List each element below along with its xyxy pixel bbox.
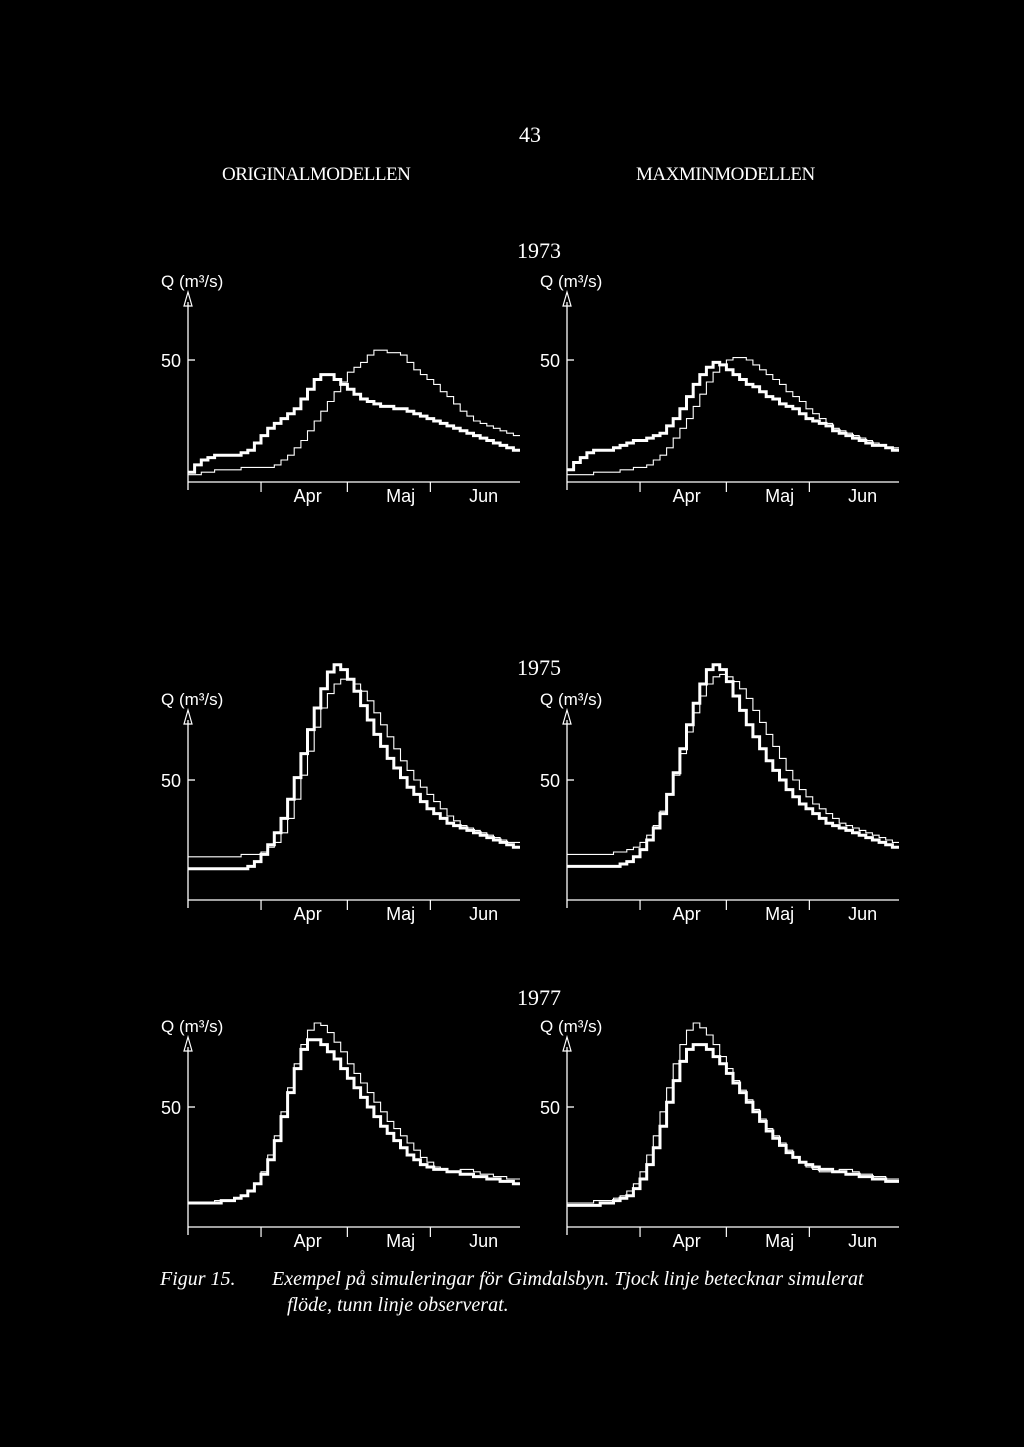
- x-tick-label-maj-p4: Maj: [386, 1231, 415, 1251]
- x-tick-label-maj-p3: Maj: [765, 904, 794, 924]
- x-tick-label-apr-p1: Apr: [673, 486, 701, 506]
- y-axis-label-p0: Q (m³/s): [161, 272, 223, 291]
- y-axis-label-p2: Q (m³/s): [161, 690, 223, 709]
- year-label-1975: 1975: [517, 655, 561, 680]
- page-number: 43: [519, 122, 541, 147]
- x-tick-label-apr-p0: Apr: [294, 486, 322, 506]
- series-thick-p2: [188, 663, 520, 871]
- y-axis-arrow-p0: [183, 289, 193, 307]
- series-thick-p3: [567, 663, 899, 868]
- x-tick-label-apr-p3: Apr: [673, 904, 701, 924]
- x-tick-label-apr-p4: Apr: [294, 1231, 322, 1251]
- y-tick-label-50-p1: 50: [540, 351, 560, 371]
- series-thin-p5: [567, 1022, 899, 1204]
- series-thin-p0: [188, 349, 520, 476]
- y-axis-arrow-p1: [562, 289, 572, 307]
- caption-line-1: Exempel på simuleringar för Gimdalsbyn. …: [272, 1268, 864, 1290]
- caption-line-2: flöde, tunn linje observerat.: [287, 1294, 509, 1316]
- year-label-1973: 1973: [517, 238, 561, 263]
- series-thick-p4: [188, 1038, 520, 1205]
- x-tick-label-maj-p2: Maj: [386, 904, 415, 924]
- x-tick-label-apr-p5: Apr: [673, 1231, 701, 1251]
- x-tick-label-maj-p0: Maj: [386, 486, 415, 506]
- series-thin-p4: [188, 1022, 520, 1204]
- y-tick-label-50-p0: 50: [161, 351, 181, 371]
- x-tick-label-jun-p4: Jun: [469, 1231, 498, 1251]
- x-tick-label-apr-p2: Apr: [294, 904, 322, 924]
- y-axis-label-p1: Q (m³/s): [540, 272, 602, 291]
- series-thin-p1: [567, 357, 899, 476]
- x-tick-label-jun-p5: Jun: [848, 1231, 877, 1251]
- y-tick-label-50-p5: 50: [540, 1098, 560, 1118]
- series-thick-p0: [188, 373, 520, 474]
- x-tick-label-jun-p0: Jun: [469, 486, 498, 506]
- y-tick-label-50-p2: 50: [161, 771, 181, 791]
- figure-caption: Figur 15. Exempel på simuleringar för Gim…: [160, 1266, 864, 1318]
- y-axis-arrow-p5: [562, 1034, 572, 1052]
- x-tick-label-jun-p2: Jun: [469, 904, 498, 924]
- y-axis-label-p3: Q (m³/s): [540, 690, 602, 709]
- y-axis-arrow-p4: [183, 1034, 193, 1052]
- column-heading-left: ORIGINALMODELLEN: [222, 164, 411, 185]
- y-axis-arrow-p3: [562, 707, 572, 725]
- year-label-1977: 1977: [517, 985, 561, 1010]
- y-tick-label-50-p3: 50: [540, 771, 560, 791]
- y-axis-label-p4: Q (m³/s): [161, 1017, 223, 1036]
- x-tick-label-jun-p3: Jun: [848, 904, 877, 924]
- x-tick-label-maj-p5: Maj: [765, 1231, 794, 1251]
- y-axis-arrow-p2: [183, 707, 193, 725]
- y-tick-label-50-p4: 50: [161, 1098, 181, 1118]
- caption-label: Figur 15.: [160, 1268, 236, 1290]
- series-thick-p1: [567, 360, 899, 472]
- y-axis-label-p5: Q (m³/s): [540, 1017, 602, 1036]
- series-thick-p5: [567, 1043, 899, 1207]
- column-heading-right: MAXMINMODELLEN: [636, 164, 815, 185]
- series-thin-p3: [567, 673, 899, 855]
- x-tick-label-jun-p1: Jun: [848, 486, 877, 506]
- x-tick-label-maj-p1: Maj: [765, 486, 794, 506]
